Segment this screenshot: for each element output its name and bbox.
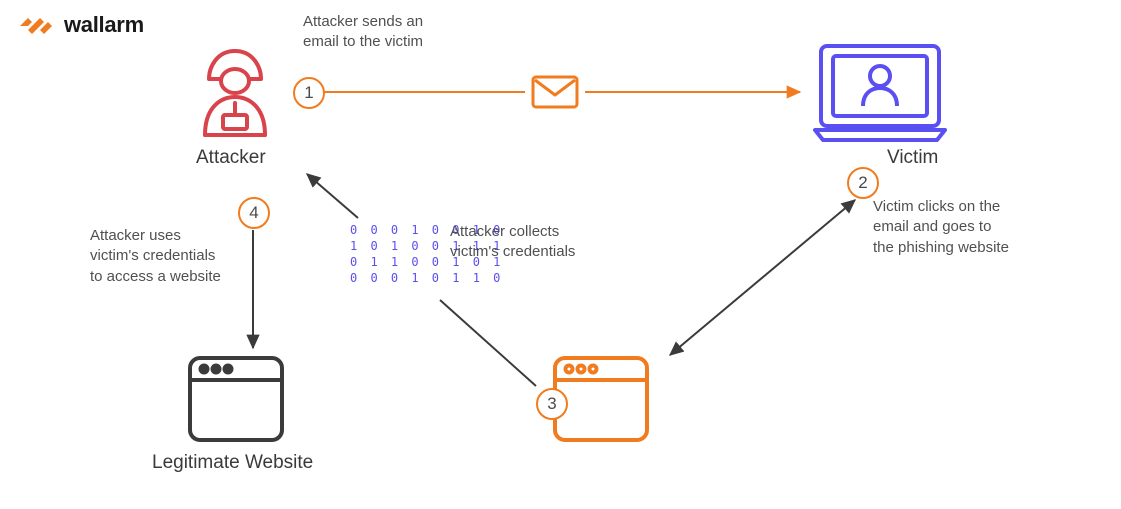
step-2-text: Victim clicks on the email and goes to t… [873,197,1073,258]
phishing-site-icon [555,358,647,440]
legit-label: Legitimate Website [152,452,313,474]
email-icon [533,77,577,107]
victim-label: Victim [887,147,938,169]
step-3-text: Attacker collects victim's credentials [450,222,620,263]
step-1-text: Attacker sends an email to the victim [303,12,483,53]
step-2-number: 2 [847,167,879,199]
svg-text:0 0 0 1 0 1 1 0: 0 0 0 1 0 1 1 0 [350,271,503,285]
victim-icon [815,46,945,140]
attacker-label: Attacker [196,147,266,169]
step-1-number: 1 [293,77,325,109]
attacker-icon [205,51,265,135]
step-3-number: 3 [536,388,568,420]
step-4-text: Attacker uses victim's credentials to ac… [90,226,250,287]
step-4-number: 4 [238,197,270,229]
legitimate-site-icon [190,358,282,440]
